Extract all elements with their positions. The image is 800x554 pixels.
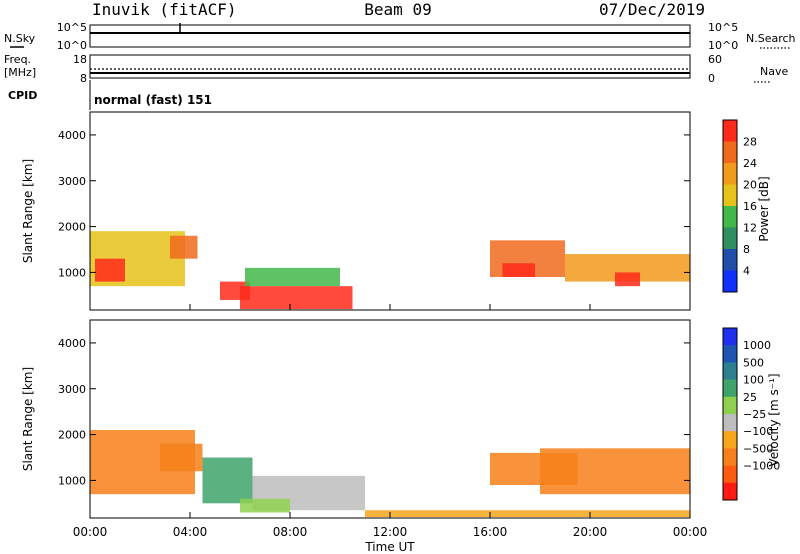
power-ylabel: Slant Range [km]	[21, 159, 35, 263]
velocity-colorbar-segment	[723, 328, 737, 346]
cpid-label: CPID	[8, 89, 37, 102]
power-colorbar-frame	[722, 119, 738, 293]
nsky-label: N.Sky	[4, 32, 36, 45]
power-colorbar-segment	[723, 270, 737, 293]
power-panel: 4000 3000 2000 1000 Slant Range [km] 28 24 20…	[21, 111, 771, 311]
velocity-x-tick-label: 04:00	[173, 525, 208, 539]
power-data-region	[615, 272, 640, 287]
power-colorbar-segment	[723, 227, 737, 250]
power-y-ticks: 4000 3000 2000 1000	[58, 129, 690, 279]
power-data-region	[95, 258, 125, 282]
velocity-ylabel: Slant Range [km]	[21, 367, 35, 471]
velocity-colorbar-segment	[723, 396, 737, 415]
date-title: 07/Dec/2019	[599, 0, 705, 19]
freq-label: Freq.	[4, 53, 31, 66]
power-data-region	[240, 286, 353, 310]
velocity-colorbar-segment	[723, 414, 737, 432]
power-colorbar-segment	[723, 163, 737, 185]
time-axis-label: Time UT	[364, 540, 415, 554]
power-y-tick-label: 1000	[58, 266, 86, 279]
power-colorbar-label: Power [dB]	[757, 176, 771, 241]
freq-tick-top: 18	[73, 53, 87, 66]
freq-strip-frame	[89, 54, 691, 79]
velocity-colorbar-tick-label: −500	[743, 442, 773, 455]
power-colorbar-segment	[723, 206, 737, 228]
freq-unit-label: [MHz]	[4, 66, 36, 79]
velocity-colorbar-tick-label: −100	[743, 425, 773, 438]
power-regions	[90, 231, 690, 310]
nave-tick-bottom: 0	[708, 72, 715, 85]
power-colorbar-segment	[723, 141, 737, 164]
velocity-colorbar-frame	[722, 327, 738, 501]
velocity-x-tick-label: 20:00	[573, 525, 608, 539]
cpid-text: normal (fast) 151	[94, 93, 212, 107]
velocity-y-tick-label: 1000	[58, 474, 86, 487]
power-colorbar-tick-label: 28	[743, 136, 757, 149]
velocity-y-tick-label: 3000	[58, 383, 86, 396]
velocity-y-ticks: 4000 3000 2000 1000	[58, 337, 690, 487]
velocity-y-tick-label: 2000	[58, 429, 86, 442]
velocity-data-region	[540, 448, 690, 495]
velocity-data-region	[240, 498, 290, 513]
velocity-colorbar-tick-label: 1000	[743, 339, 771, 352]
power-colorbar-tick-label: 24	[743, 157, 757, 170]
velocity-colorbar-segment	[723, 345, 737, 363]
velocity-colorbar-tick-label: 500	[743, 356, 764, 369]
nave-label: Nave	[760, 65, 788, 78]
nsky-strip-frame	[89, 24, 691, 48]
power-data-region	[170, 235, 198, 259]
nsearch-tick-bottom: 10^0	[708, 39, 738, 52]
power-colorbar-segment	[723, 249, 737, 271]
velocity-colorbar-tick-label: −25	[743, 408, 766, 421]
freq-tick-bottom: 8	[80, 72, 87, 85]
velocity-colorbar-tick-label: −1000	[743, 460, 780, 473]
power-data-region	[502, 263, 535, 277]
velocity-colorbar: 1000 500 100 25 −25 −100 −500 −1000	[722, 327, 780, 501]
velocity-x-tick-label: 00:00	[673, 525, 708, 539]
velocity-x-tick-label: 12:00	[373, 525, 408, 539]
velocity-x-tick-label: 00:00	[73, 525, 108, 539]
velocity-x-tick-label: 08:00	[273, 525, 308, 539]
velocity-data-region	[160, 443, 203, 472]
power-colorbar-segment	[723, 184, 737, 207]
velocity-colorbar-label: Velocity [m s⁻¹]	[767, 373, 781, 466]
nsky-tick-top: 10^5	[57, 21, 87, 34]
velocity-colorbar-tick-label: 100	[743, 374, 764, 387]
velocity-colorbar-segment	[723, 431, 737, 449]
power-x-ticks	[89, 304, 691, 310]
nsky-tick-bottom: 10^0	[57, 39, 87, 52]
station-title: Inuvik (fitACF)	[92, 0, 237, 19]
velocity-colorbar-segment	[723, 465, 737, 484]
nsearch-tick-top: 10^5	[708, 21, 738, 34]
power-colorbar: 28 24 20 16 12 8 4	[722, 119, 757, 293]
nsearch-label: N.Search	[746, 32, 796, 45]
power-y-tick-label: 3000	[58, 175, 86, 188]
power-colorbar-segment	[723, 120, 737, 142]
velocity-colorbar-segment	[723, 482, 737, 501]
power-colorbar-tick-label: 8	[743, 243, 750, 256]
power-data-region	[245, 267, 340, 287]
nave-tick-top: 60	[708, 53, 722, 66]
power-colorbar-tick-label: 16	[743, 200, 757, 213]
beam-title: Beam 09	[364, 0, 431, 19]
velocity-y-tick-label: 4000	[58, 337, 86, 350]
velocity-data-region	[365, 510, 690, 518]
velocity-colorbar-segment	[723, 362, 737, 381]
power-y-tick-label: 2000	[58, 221, 86, 234]
velocity-x-tick-label: 16:00	[473, 525, 508, 539]
power-colorbar-tick-label: 12	[743, 222, 757, 235]
velocity-colorbar-tick-label: 25	[743, 391, 757, 404]
power-y-tick-label: 4000	[58, 129, 86, 142]
velocity-x-ticks: 00:00 04:00 08:00 12:00 16:00 20:00 00:00	[73, 512, 708, 539]
power-colorbar-tick-label: 20	[743, 179, 757, 192]
velocity-regions	[90, 430, 690, 518]
velocity-data-region	[202, 457, 253, 504]
power-colorbar-tick-label: 4	[743, 265, 750, 278]
velocity-panel: 4000 3000 2000 1000 00:00 04:00 08:00 12:00 16:…	[21, 319, 781, 554]
velocity-colorbar-segment	[723, 379, 737, 398]
velocity-colorbar-segment	[723, 448, 737, 467]
